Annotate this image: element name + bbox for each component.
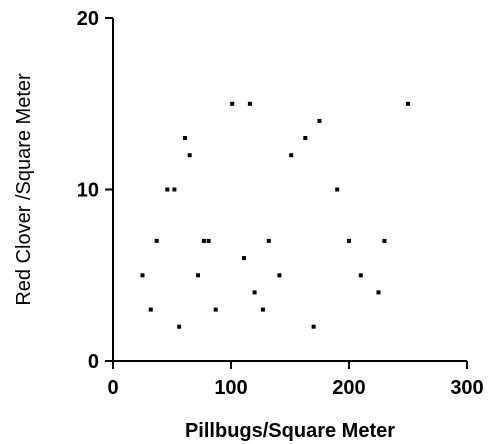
data-point — [172, 187, 177, 192]
data-point — [230, 101, 235, 106]
data-point — [148, 307, 153, 312]
data-point — [260, 307, 265, 312]
data-point — [140, 273, 145, 278]
data-point — [242, 256, 246, 261]
data-point — [165, 187, 170, 192]
data-point — [183, 136, 187, 140]
data-points — [140, 101, 410, 329]
data-point — [177, 324, 182, 329]
data-point — [277, 273, 282, 278]
y-tick-label: 20 — [77, 8, 99, 30]
data-point — [206, 238, 211, 243]
data-point — [247, 101, 252, 106]
data-point — [335, 187, 340, 192]
data-point — [187, 153, 192, 158]
x-tick-label: 300 — [450, 377, 483, 399]
y-axis-title: Red Clover /Square Meter — [13, 73, 35, 306]
data-point — [347, 238, 351, 243]
data-point — [201, 238, 206, 243]
x-tick-label: 100 — [214, 377, 247, 399]
data-point — [376, 290, 381, 295]
data-point — [406, 101, 410, 106]
x-ticks: 0 100 200 300 — [107, 361, 484, 399]
data-point — [154, 238, 159, 243]
y-ticks: 0 10 20 — [77, 8, 113, 373]
x-tick-label: 0 — [107, 377, 118, 399]
data-point — [317, 118, 322, 123]
x-tick-label: 200 — [332, 377, 365, 399]
data-point — [311, 324, 316, 329]
data-point — [213, 307, 218, 312]
data-point — [266, 238, 271, 243]
y-tick-label: 0 — [88, 351, 99, 373]
data-point — [303, 136, 308, 140]
data-point — [196, 273, 200, 278]
data-point — [382, 238, 387, 243]
data-point — [358, 273, 363, 278]
y-tick-label: 10 — [77, 180, 99, 202]
data-point — [252, 290, 257, 295]
x-axis-title: Pillbugs/Square Meter — [185, 420, 395, 442]
data-point — [289, 153, 294, 158]
